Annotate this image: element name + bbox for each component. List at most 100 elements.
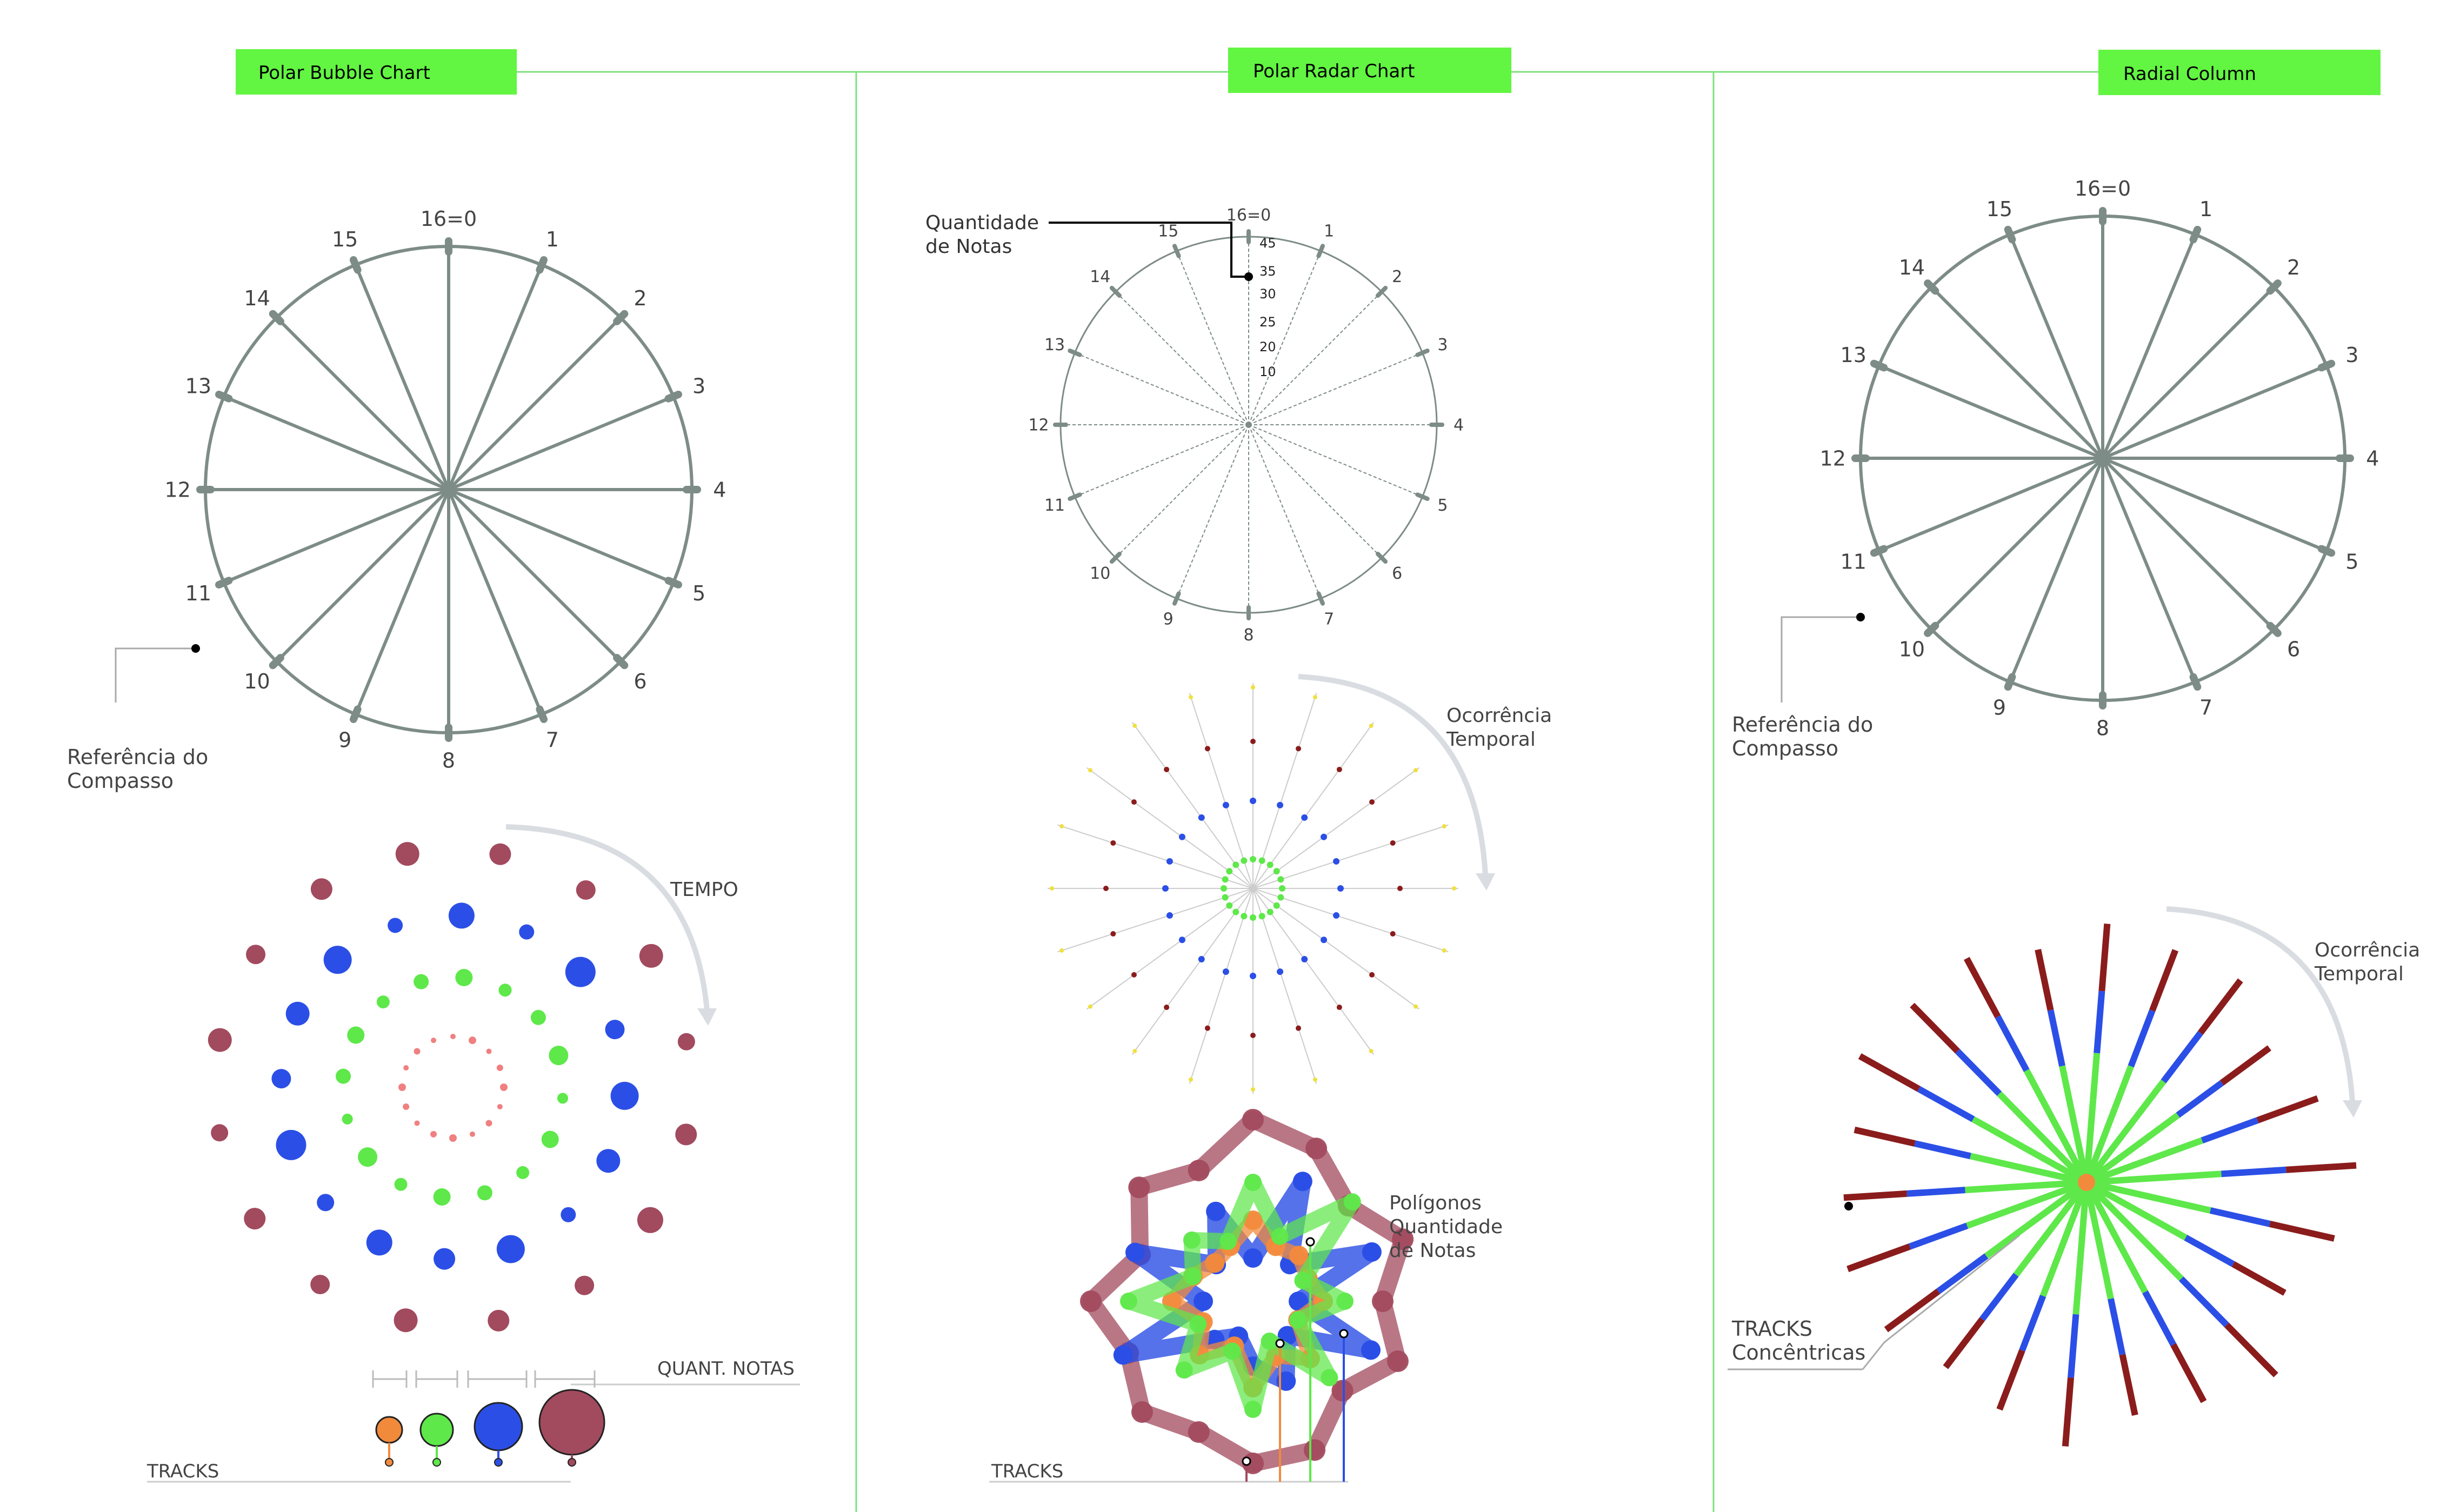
polygon-vertex <box>1289 1311 1307 1329</box>
bubble <box>596 1149 621 1173</box>
dial-spoke <box>1878 364 2104 460</box>
scale-label: 10 <box>1259 364 1276 379</box>
callout-line <box>1049 222 1246 278</box>
text-line: de Notas <box>1389 1240 1476 1262</box>
radial-bar-segment <box>1909 1222 1969 1250</box>
polygon-vertex <box>1336 1293 1354 1310</box>
radial-bar-segment <box>2149 949 2179 1012</box>
radar-dot <box>1279 885 1285 892</box>
dial-label: 10 <box>1090 564 1110 583</box>
radar-dot <box>1204 1025 1210 1031</box>
dial-label: 2 <box>634 286 646 310</box>
bubble <box>639 944 663 968</box>
dial-label: 9 <box>1993 696 2006 720</box>
dial-tick <box>215 390 233 403</box>
legend-bubble <box>419 1413 454 1447</box>
radial-bar-segment <box>1984 1227 2024 1259</box>
dial-tick <box>269 654 284 670</box>
callout-dot <box>1244 272 1253 281</box>
radar-dot <box>1222 801 1229 808</box>
dial-spoke <box>223 395 450 491</box>
text-line: Temporal <box>1446 728 1536 751</box>
polygon-vertex <box>1244 1174 1262 1191</box>
text-line: de Notas <box>925 236 1012 258</box>
dial-spoke <box>1248 251 1322 425</box>
radar-dot <box>1312 695 1317 700</box>
dial-spoke <box>2102 457 2328 553</box>
radial-bar-segment <box>2094 991 2105 1054</box>
radial-bar-segment <box>1846 1243 1911 1273</box>
radar-dot <box>1390 931 1396 937</box>
radar-dot <box>1059 824 1064 829</box>
bubble-rings <box>208 842 697 1333</box>
radial-bar-segment <box>1917 1086 1975 1122</box>
dial-tick <box>536 256 548 274</box>
radial-bar-segment <box>2083 1099 2097 1183</box>
dial-label: 3 <box>1437 336 1448 354</box>
radar-dot <box>1277 801 1284 808</box>
radial-bar-segment <box>2085 1152 2162 1186</box>
bubble <box>449 1134 457 1142</box>
radial-bar-segment <box>2020 1180 2089 1233</box>
radial-bar-segment <box>2035 949 2054 1011</box>
polygon-vertex <box>1219 1233 1237 1250</box>
radar-dot <box>1397 886 1403 891</box>
bubble <box>414 1120 420 1126</box>
radial-bar-segment <box>2084 1115 2138 1185</box>
legend-label: QUANT. NOTAS <box>657 1358 795 1380</box>
radar-dot <box>1164 766 1170 772</box>
bubble <box>455 969 473 987</box>
legend-bubbles <box>375 1389 605 1467</box>
radial-bar-segment <box>2219 1045 2271 1086</box>
dial-tick <box>1376 285 1388 298</box>
header-box <box>236 49 517 95</box>
bubble <box>448 902 475 929</box>
radar-dot <box>1110 931 1116 937</box>
radar-dot <box>1258 913 1265 920</box>
bubble <box>336 1068 351 1084</box>
dial-spoke <box>354 264 450 491</box>
dial-label: 11 <box>185 581 211 605</box>
radial-bar-segment <box>1936 1253 1989 1294</box>
dial-label: 10 <box>1899 637 1925 661</box>
radar-dot <box>1250 798 1256 804</box>
radar-dot <box>1321 833 1328 840</box>
radar-dot <box>1198 814 1205 821</box>
dial-spoke <box>275 488 450 663</box>
bubble <box>366 1229 392 1256</box>
dial-label: 1 <box>546 228 559 251</box>
polygon-vertex <box>1304 1439 1326 1461</box>
dial-label: 4 <box>713 478 726 501</box>
dial-tick <box>1870 545 1888 557</box>
bubble <box>403 1065 409 1071</box>
radial-bar-segment <box>2045 1109 2090 1184</box>
radar-dot <box>1442 948 1446 953</box>
bubble <box>496 1235 525 1263</box>
measure-ref-label: Referência do Compasso <box>1732 713 1873 760</box>
radar-dot <box>1222 968 1229 975</box>
dial-tick <box>1068 492 1082 501</box>
radar-spoke <box>1252 824 1449 889</box>
legend-bubble <box>375 1416 403 1444</box>
bubble <box>496 1065 503 1072</box>
radar-dot <box>1166 858 1173 865</box>
radar-dot <box>1312 1077 1317 1082</box>
dial-spoke <box>448 395 674 491</box>
bubble <box>395 842 419 866</box>
polygon-vertex <box>1331 1380 1354 1402</box>
bubble <box>414 974 429 989</box>
bubble <box>434 1248 456 1270</box>
radar-spoke <box>1252 721 1375 889</box>
legend-bubble <box>474 1402 523 1451</box>
polygon-vertex <box>1125 1242 1145 1262</box>
dial-tick <box>2317 359 2336 372</box>
dial-spoke <box>2101 233 2197 459</box>
dial-tick <box>1172 591 1181 606</box>
bubble <box>549 1046 569 1066</box>
radar-dot <box>1413 1004 1418 1009</box>
bubble <box>498 984 512 997</box>
temporal-label: Ocorrência Temporal <box>1446 705 1552 751</box>
polygon-vertex <box>1271 1227 1289 1245</box>
radial-bar-segment <box>2011 1162 2088 1186</box>
bubble <box>388 918 403 933</box>
